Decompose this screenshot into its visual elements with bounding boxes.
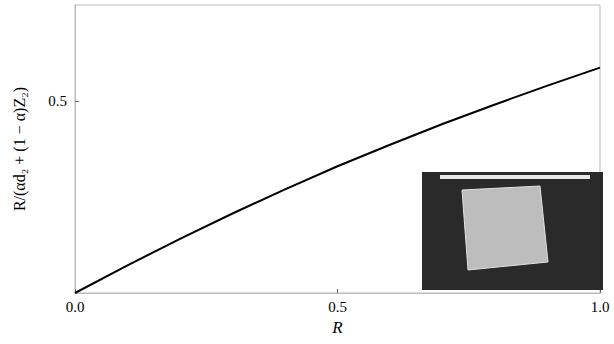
svg-text:R: R — [331, 318, 343, 337]
svg-text:0.5: 0.5 — [48, 93, 67, 109]
svg-text:0.0: 0.0 — [66, 299, 85, 315]
svg-text:0.5: 0.5 — [328, 299, 347, 315]
svg-text:R/(αd₂ + (1 − α)Z₂): R/(αd₂ + (1 − α)Z₂) — [11, 87, 29, 211]
svg-text:1.0: 1.0 — [591, 299, 610, 315]
